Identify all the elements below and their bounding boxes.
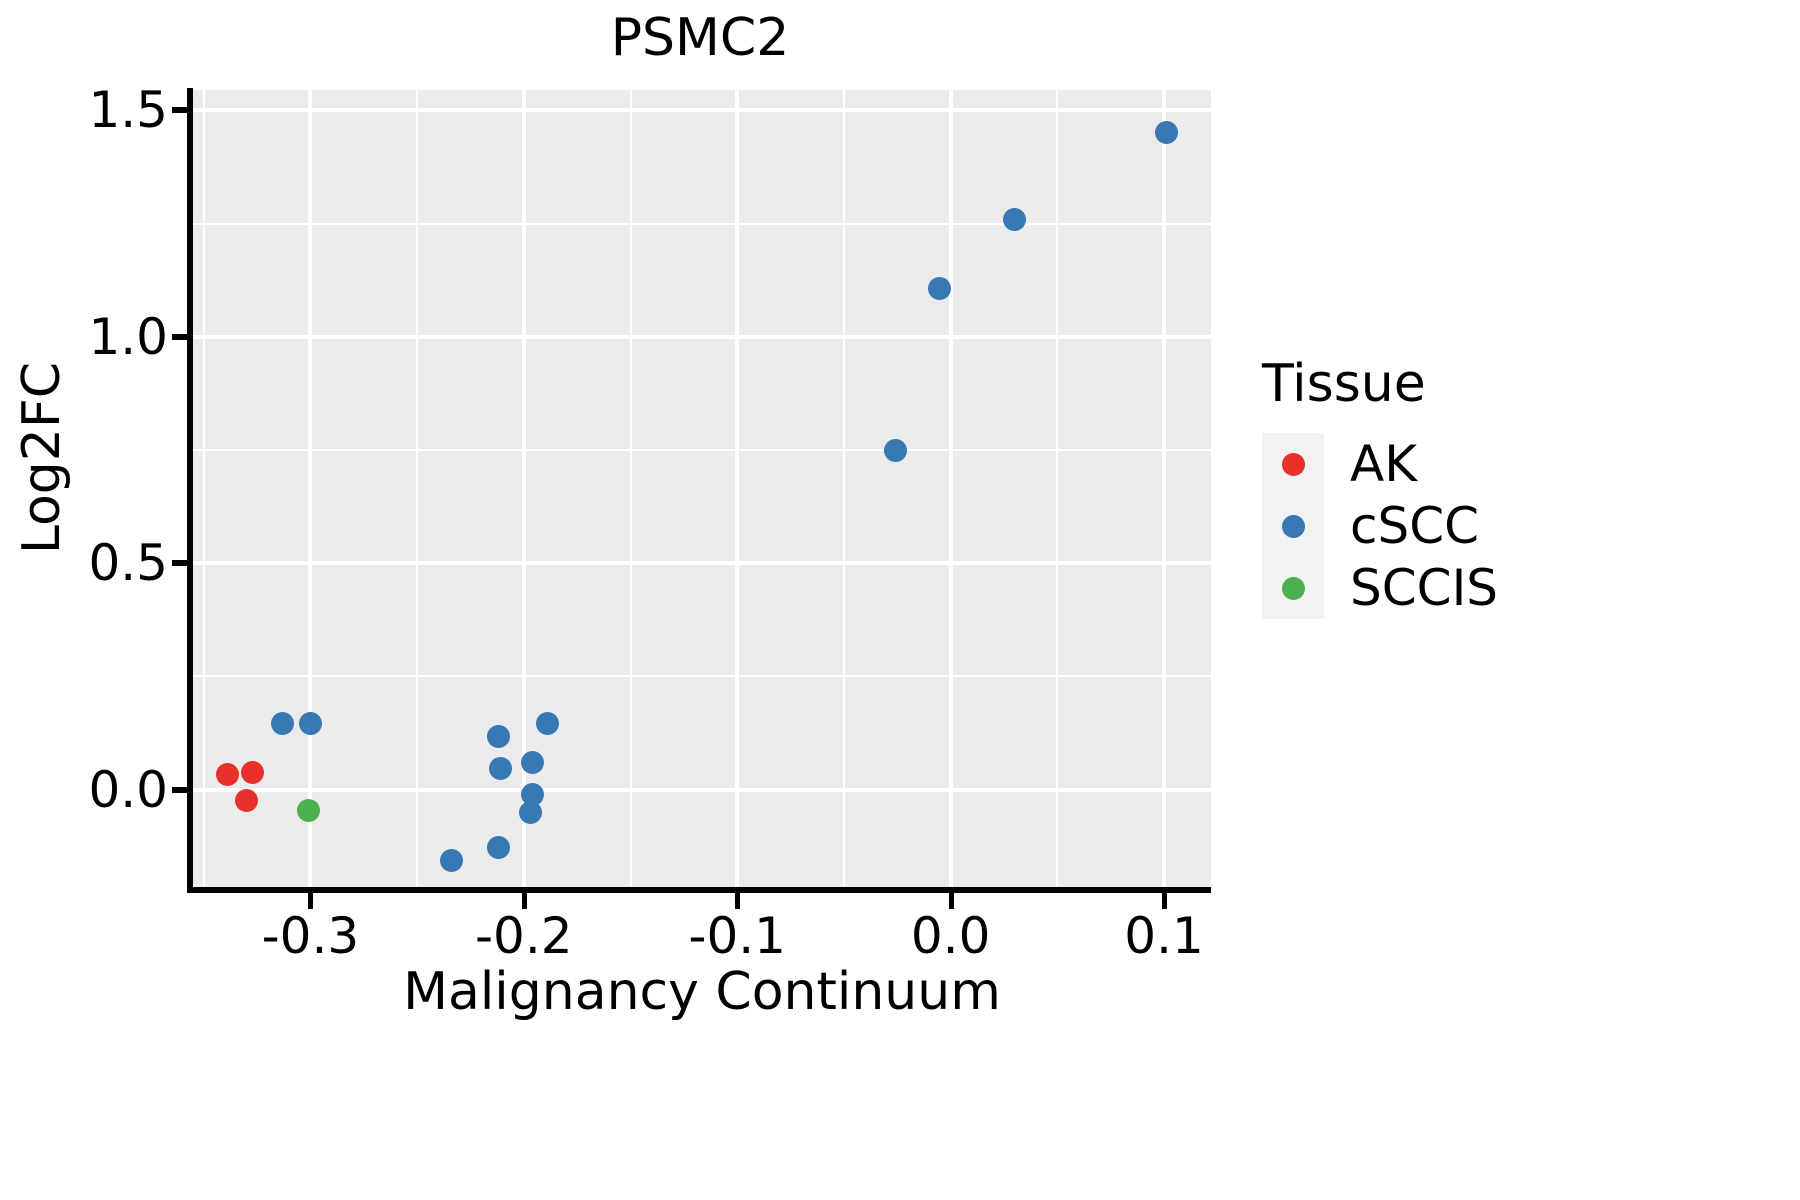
legend: Tissue AK cSCC SCCIS (1262, 355, 1762, 619)
gridline-minor-vertical (842, 90, 845, 887)
x-axis-tick-label: 0.1 (1124, 907, 1204, 965)
x-axis-label: Malignancy Continuum (403, 962, 1001, 1022)
legend-key-swatch (1262, 557, 1324, 619)
x-axis-tick-label: -0.1 (688, 907, 786, 965)
data-point-cscc (520, 751, 544, 775)
legend-item-ak[interactable]: AK (1262, 433, 1762, 495)
data-point-cscc (518, 800, 542, 824)
page-title: PSMC2 (610, 8, 790, 68)
gridline-major-horizontal (193, 561, 1211, 566)
gridline-minor-vertical (416, 90, 419, 887)
x-axis-tick-label: 0.0 (910, 907, 991, 965)
plot-panel (193, 90, 1211, 887)
y-axis-tick (172, 786, 188, 793)
data-point-cscc (1003, 208, 1027, 232)
x-axis-tick (308, 893, 314, 909)
data-point-cscc (928, 276, 952, 300)
gridline-minor-vertical (202, 90, 205, 887)
x-axis-tick (1162, 893, 1168, 909)
legend-key-swatch (1262, 433, 1324, 495)
gridline-minor-horizontal (193, 675, 1211, 678)
legend-item-label: cSCC (1350, 497, 1480, 555)
data-point-cscc (488, 757, 512, 781)
gridline-minor-horizontal (193, 449, 1211, 451)
y-axis-tick (172, 560, 188, 567)
y-axis-tick-label: 0.5 (88, 534, 168, 593)
data-point-cscc (535, 712, 559, 736)
legend-dot-icon (1281, 576, 1305, 600)
data-point-ak (234, 788, 258, 812)
data-point-cscc (271, 712, 295, 736)
legend-dot-icon (1281, 452, 1305, 476)
legend-title: Tissue (1262, 354, 1426, 414)
y-axis-tick-label: 0.0 (88, 760, 168, 819)
data-point-cscc (439, 849, 463, 873)
y-axis-line (187, 88, 193, 889)
gridline-minor-horizontal (193, 222, 1211, 225)
x-axis-tick-label: -0.2 (475, 907, 573, 965)
y-axis-label: Log2FC (12, 361, 72, 555)
x-axis-tick-label: -0.3 (261, 907, 360, 965)
data-point-cscc (486, 835, 510, 859)
legend-item-sccis[interactable]: SCCIS (1262, 557, 1762, 619)
x-axis-tick (735, 893, 741, 909)
gridline-major-horizontal (193, 108, 1211, 113)
gridline-major-vertical (735, 90, 740, 887)
data-point-cscc (883, 438, 907, 462)
data-point-ak (215, 762, 239, 786)
gridline-minor-vertical (1056, 90, 1059, 887)
y-axis-tick (172, 333, 188, 340)
data-point-cscc (486, 724, 510, 748)
gridline-major-horizontal (193, 334, 1211, 339)
data-point-cscc (298, 712, 322, 736)
x-axis-tick (948, 893, 954, 909)
y-axis-tick-label: 1.5 (88, 81, 168, 140)
legend-item-label: SCCIS (1350, 559, 1499, 617)
gridline-minor-vertical (629, 90, 632, 887)
x-axis-line (187, 887, 1211, 893)
legend-dot-icon (1281, 514, 1305, 538)
data-point-cscc (520, 783, 544, 807)
data-point-ak (241, 761, 265, 785)
gridline-major-vertical (308, 90, 313, 887)
gridline-major-horizontal (193, 787, 1211, 792)
y-axis-tick (172, 107, 188, 114)
gridline-major-vertical (948, 90, 953, 887)
legend-items: AK cSCC SCCIS (1262, 433, 1762, 619)
legend-item-cscc[interactable]: cSCC (1262, 495, 1762, 557)
gridline-major-vertical (1162, 90, 1167, 887)
x-axis-tick (521, 893, 527, 909)
legend-item-label: AK (1350, 435, 1417, 493)
legend-key-swatch (1262, 495, 1324, 557)
data-point-sccis (296, 798, 320, 822)
gridline-major-vertical (521, 90, 526, 887)
y-axis-tick-label: 1.0 (88, 307, 168, 366)
data-point-cscc (1154, 120, 1178, 144)
